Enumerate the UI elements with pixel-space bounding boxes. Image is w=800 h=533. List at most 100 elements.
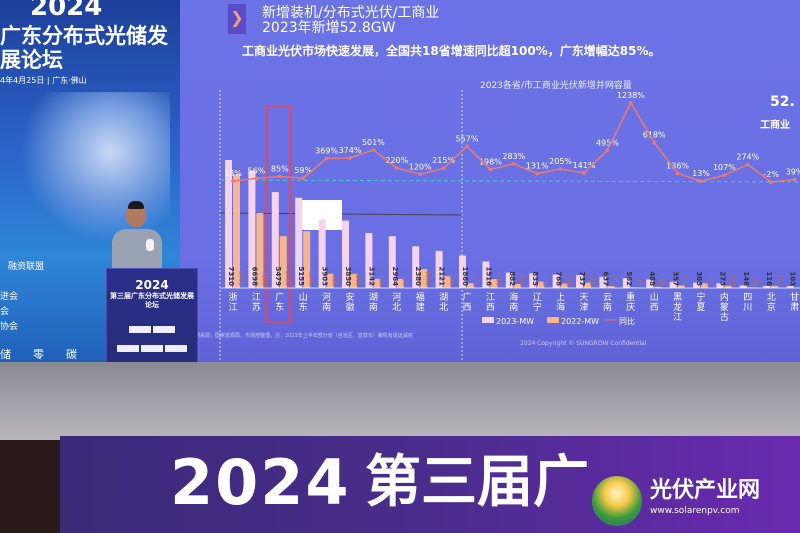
yoy-point bbox=[231, 179, 235, 183]
category-label: 浙 bbox=[228, 291, 237, 303]
category-label: 川 bbox=[743, 303, 752, 313]
category-label: 庆 bbox=[626, 301, 635, 313]
bar-2022 bbox=[560, 283, 568, 288]
line-value-label: 120% bbox=[409, 162, 432, 171]
bar-label-2022: 132 bbox=[728, 275, 735, 287]
bar-label-2022: 271 bbox=[705, 275, 712, 287]
yoy-point bbox=[371, 148, 376, 152]
bar-2023 bbox=[576, 275, 583, 288]
bar-2022 bbox=[771, 285, 779, 288]
category-label: 湖 bbox=[369, 292, 378, 303]
category-label: 西 bbox=[486, 302, 495, 313]
category-label: 云 bbox=[603, 293, 612, 303]
bar-2022 bbox=[233, 174, 240, 288]
category-label: 福 bbox=[416, 291, 425, 303]
bar-label-2023: 835 bbox=[531, 271, 539, 286]
category-label: 西 bbox=[462, 302, 471, 313]
bar-label-2022: 812 bbox=[331, 275, 338, 287]
bar-2023 bbox=[529, 273, 537, 288]
category-label: 南 bbox=[603, 301, 612, 313]
banner-year: 2024 bbox=[30, 0, 103, 22]
category-label: 海 bbox=[509, 291, 518, 303]
bar-2022 bbox=[513, 283, 521, 288]
line-value-label: 618% bbox=[643, 130, 666, 139]
category-label: 北 bbox=[767, 292, 776, 303]
category-label: 东 bbox=[275, 301, 284, 313]
bar-2022 bbox=[350, 273, 357, 288]
bar-2023 bbox=[342, 220, 349, 288]
bar-label-2022: 362 bbox=[541, 275, 548, 287]
bar-label-2023: 5155 bbox=[297, 267, 305, 287]
presentation-slide: ❯ 新增装机/分布式光伏/工商业 2023年新增52.8GW 工商业光伏市场快速发… bbox=[180, 0, 800, 362]
bar-2023 bbox=[646, 279, 654, 288]
bar-label-2022: 674 bbox=[448, 275, 455, 287]
bar-label-2023: 103 bbox=[789, 271, 797, 286]
yoy-point bbox=[675, 171, 680, 176]
bar-label-2023: 562 bbox=[625, 271, 633, 286]
line-value-label: 215% bbox=[432, 156, 455, 165]
category-label: 宁 bbox=[533, 301, 542, 313]
bar-2022 bbox=[467, 283, 474, 288]
bar-label-2023: 357 bbox=[672, 271, 680, 286]
bar-2023 bbox=[248, 170, 256, 288]
line-value-label: 501% bbox=[362, 138, 385, 147]
bar-2022 bbox=[630, 287, 638, 288]
line-value-label: 198% bbox=[479, 157, 502, 166]
category-label: 天 bbox=[579, 293, 588, 303]
line-value-label: 274% bbox=[736, 152, 759, 161]
bar-2023 bbox=[412, 246, 420, 288]
yoy-point bbox=[535, 171, 539, 176]
yoy-point bbox=[395, 166, 399, 170]
bar-2023 bbox=[552, 274, 560, 288]
highlight-box bbox=[266, 105, 292, 323]
heading-line-1: 新增装机/分布式光伏/工商业 bbox=[262, 5, 440, 21]
chart-title: 2023各省/市工商业光伏新增并网容量 bbox=[480, 81, 632, 91]
line-value-label: 59% bbox=[294, 166, 312, 175]
bar-label-2023: 1516 bbox=[484, 267, 492, 287]
line-value-label: 141% bbox=[573, 161, 596, 170]
bar-label-2022: 151 bbox=[682, 275, 689, 287]
bar-label-2023: 7310 bbox=[227, 267, 235, 287]
bar-2022 bbox=[537, 281, 545, 288]
line-value-label: 39% bbox=[786, 168, 800, 177]
category-label: 南 bbox=[509, 301, 518, 313]
yoy-point bbox=[418, 172, 422, 177]
bar-2022 bbox=[326, 273, 334, 288]
bar-2022 bbox=[256, 212, 264, 288]
bar-2022 bbox=[490, 279, 498, 288]
average-line bbox=[219, 179, 800, 183]
banner-org: 进会 bbox=[0, 292, 19, 302]
yoy-point bbox=[512, 162, 516, 166]
bar-2022 bbox=[279, 236, 287, 288]
bar-label-2023: 737 bbox=[578, 271, 586, 286]
line-value-label: 283% bbox=[502, 152, 525, 161]
category-label: 安 bbox=[345, 291, 354, 303]
line-value-label: 369% bbox=[315, 146, 338, 155]
bar-label-2023: 6698 bbox=[250, 267, 258, 287]
category-label: 河 bbox=[392, 291, 401, 303]
yoy-point bbox=[301, 176, 305, 181]
stair-railing bbox=[0, 440, 70, 533]
category-label: 江 bbox=[486, 292, 495, 303]
bar-2023 bbox=[505, 272, 513, 288]
bar-label-2023: 2380 bbox=[414, 267, 422, 287]
bar-2022 bbox=[584, 282, 591, 288]
category-label: 辽 bbox=[533, 292, 542, 303]
bar-label-2023: 5479 bbox=[274, 267, 282, 287]
bar-2023 bbox=[693, 282, 700, 288]
bar-2022 bbox=[303, 231, 311, 288]
bar-label-2022: 42 bbox=[635, 278, 642, 286]
stage-title: 第三届广 bbox=[365, 450, 589, 515]
stage-year: 2024 bbox=[170, 446, 351, 519]
banner-date: 4年4月25日 | 广东·佛山 bbox=[0, 76, 87, 85]
bar-2023 bbox=[318, 219, 326, 288]
yoy-point bbox=[769, 180, 773, 184]
bar-label-2022: 1081 bbox=[424, 271, 431, 286]
category-label: 四 bbox=[743, 293, 752, 303]
bar-label-2022: 252 bbox=[565, 275, 572, 287]
yoy-point bbox=[629, 100, 633, 105]
bar-label-2022: 39 bbox=[752, 278, 759, 286]
yoy-line bbox=[232, 101, 795, 183]
bar-label-2023: 305 bbox=[695, 271, 703, 286]
